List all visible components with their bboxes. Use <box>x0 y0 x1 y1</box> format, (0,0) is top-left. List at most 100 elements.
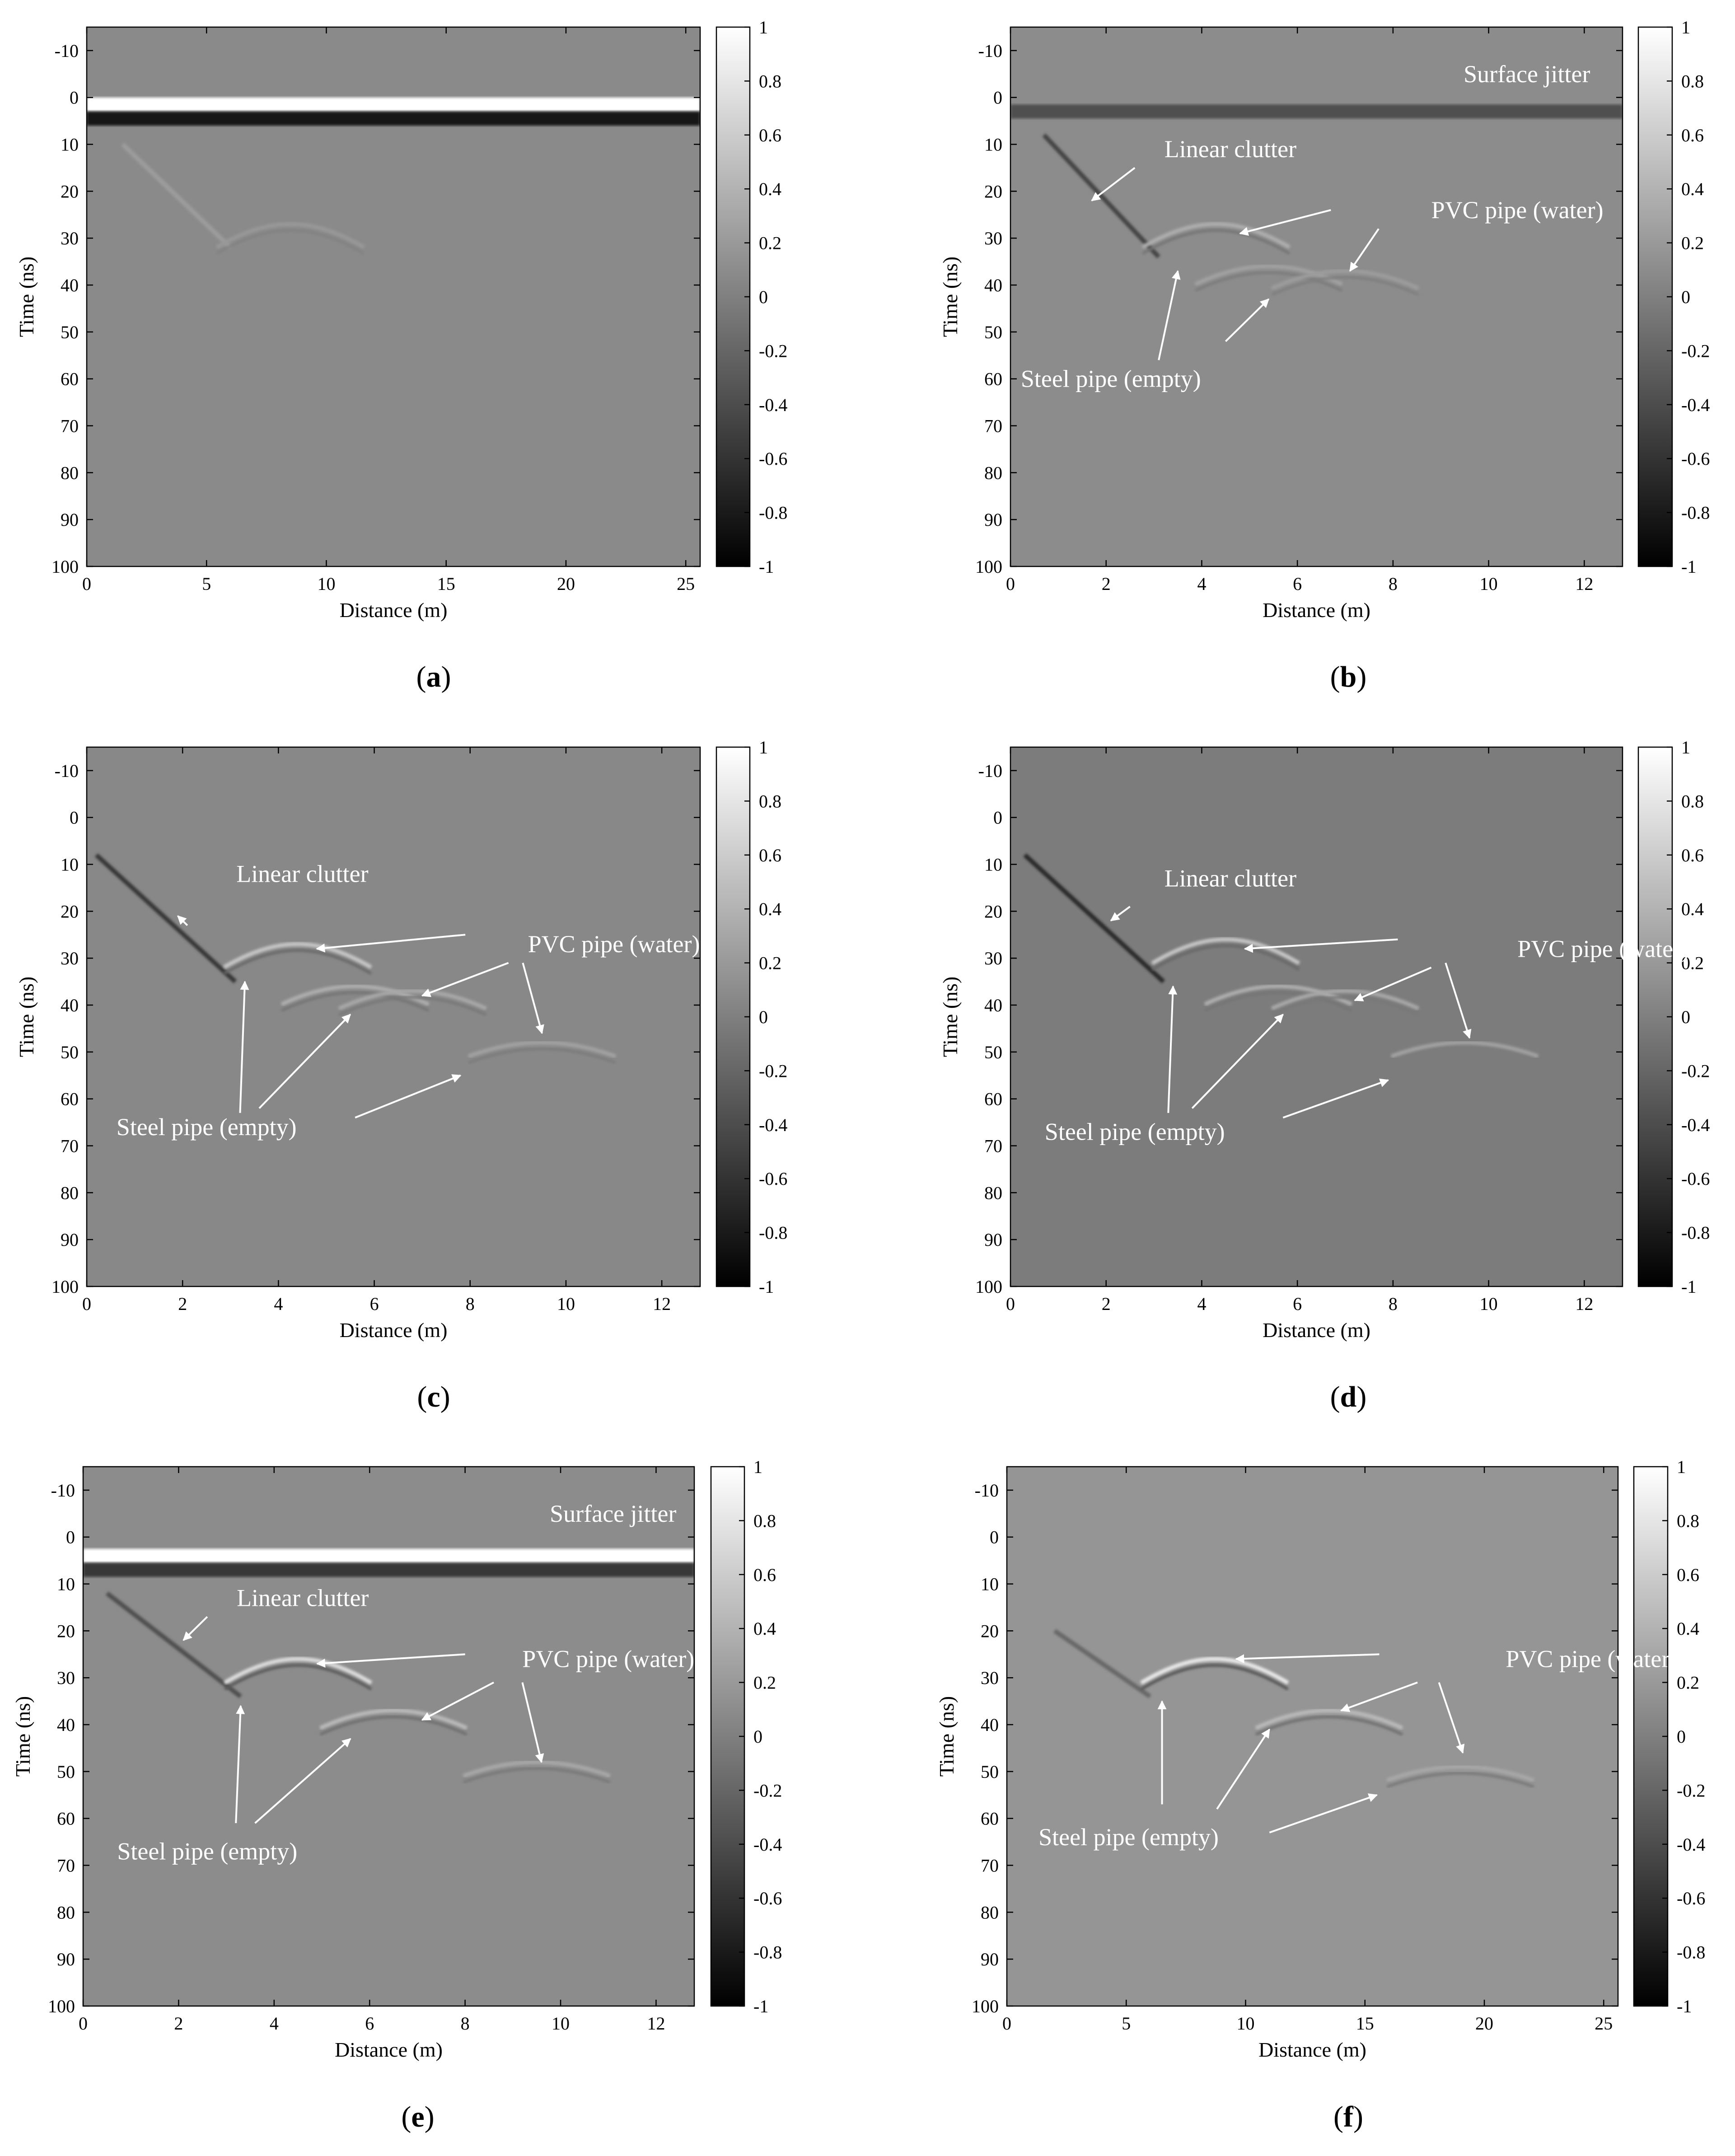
y-tick-label: 100 <box>48 1996 75 2016</box>
y-tick-label: 80 <box>981 1902 999 1922</box>
colorbar-tick-label: 0.8 <box>753 1511 776 1531</box>
annotation-label: Steel pipe (empty) <box>1045 1118 1225 1145</box>
annotation-label: Linear clutter <box>237 1585 369 1612</box>
pipe-hyperbola-trough <box>1204 991 1352 1012</box>
x-tick-label: 10 <box>317 574 335 594</box>
colorbar-tick-label: -0.4 <box>753 1834 782 1855</box>
reflection-band <box>87 111 700 126</box>
radargram-features <box>1010 104 1623 296</box>
x-tick-label: 8 <box>1389 574 1398 594</box>
pipe-hyperbola-trough <box>216 229 365 255</box>
colorbar-tick-label: 0.4 <box>1681 179 1704 199</box>
colorbar-tick-label: -0.4 <box>1681 1115 1710 1135</box>
x-tick-label: 20 <box>557 574 575 594</box>
y-tick-label: 80 <box>61 463 79 483</box>
x-tick-label: 25 <box>1595 2013 1613 2034</box>
colorbar-tick-label: 0 <box>1681 287 1690 307</box>
y-tick-label: 90 <box>981 1949 999 1969</box>
colorbar-tick-label: -1 <box>759 557 774 577</box>
colorbar-tick-label: -0.6 <box>1681 449 1710 469</box>
y-tick-label: 100 <box>975 1277 1002 1297</box>
x-tick-label: 6 <box>1293 1294 1302 1314</box>
linear-clutter-trace <box>1023 853 1165 983</box>
annotation-arrow <box>1349 228 1380 272</box>
annotation-label: Surface jitter <box>550 1500 676 1527</box>
radargram-features <box>1053 1629 1535 1788</box>
reflection-band <box>83 1548 694 1563</box>
colorbar-tick-label: -1 <box>1677 1996 1692 2016</box>
annotation-label: PVC pipe (water) <box>1431 196 1604 224</box>
x-tick-label: 2 <box>178 1294 187 1314</box>
annotation-arrow <box>1354 967 1432 1001</box>
y-tick-label: 90 <box>57 1949 75 1969</box>
colorbar-tick-label: -0.8 <box>1677 1942 1705 1963</box>
y-tick-label: 80 <box>984 463 1002 483</box>
y-tick-label: 40 <box>981 1715 999 1735</box>
y-tick-label: 40 <box>57 1715 75 1735</box>
y-tick-label: 70 <box>981 1856 999 1876</box>
y-tick-label: 40 <box>984 995 1002 1015</box>
colorbar-tick-label: 0.8 <box>759 71 781 91</box>
y-axis-label: Time (ns) <box>939 257 962 337</box>
colorbar-tick-label: -1 <box>1681 557 1696 577</box>
pipe-hyperbola <box>319 1708 468 1730</box>
colorbar-tick-label: -0.6 <box>759 1169 787 1189</box>
pipe-hyperbola-trough <box>1391 1048 1539 1064</box>
colorbar-tick-label: 0.6 <box>1677 1565 1699 1585</box>
pipe-hyperbola-trough <box>1255 1715 1403 1736</box>
colorbar-tick-label: 1 <box>759 17 768 37</box>
pipe-hyperbola-trough <box>1271 276 1419 296</box>
radargram-features <box>1023 853 1539 1064</box>
annotation-arrow <box>316 1653 465 1668</box>
colorbar: 1 0.8 0.6 0.4 0.2 0 -0.2 -0.4 -0.6 -0.8 -1 <box>1637 17 1710 577</box>
colorbar-gradient <box>1637 26 1673 567</box>
colorbar-tick-label: 0.6 <box>1681 125 1704 145</box>
colorbar-tick-label: 0 <box>759 287 768 307</box>
linear-clutter-trace <box>121 142 232 249</box>
x-tick-label: 0 <box>82 574 91 594</box>
colorbar-tick-label: -1 <box>759 1277 774 1297</box>
colorbar-tick-label: -0.4 <box>1681 395 1710 415</box>
y-tick-label: 0 <box>66 1527 75 1548</box>
y-tick-label: 50 <box>981 1762 999 1782</box>
annotation-arrow <box>258 1014 351 1109</box>
annotation-arrow <box>316 934 466 953</box>
y-axis-label: Time (ns) <box>15 977 38 1057</box>
annotation-arrow <box>1191 1014 1284 1109</box>
colorbar-gradient <box>716 26 751 567</box>
annotation-label: PVC pipe (water) <box>528 931 700 958</box>
colorbar-tick-label: -0.2 <box>1681 341 1710 361</box>
y-tick-label: 80 <box>61 1183 79 1203</box>
y-tick-label: 50 <box>57 1762 75 1782</box>
pipe-hyperbola-trough <box>338 996 487 1016</box>
x-axis-label: Distance (m) <box>335 2038 443 2061</box>
x-tick-label: 10 <box>1237 2013 1255 2034</box>
colorbar-tick-label: -0.2 <box>759 1061 787 1081</box>
colorbar: 1 0.8 0.6 0.4 0.2 0 -0.2 -0.4 -0.6 -0.8 -1 <box>716 17 787 577</box>
y-tick-label: 50 <box>61 1042 79 1062</box>
reflection-band <box>1010 104 1623 119</box>
annotation-arrow <box>1239 209 1331 236</box>
colorbar-tick-label: -0.6 <box>1677 1888 1705 1908</box>
annotation-arrow <box>522 963 544 1034</box>
y-tick-label: 70 <box>57 1856 75 1876</box>
y-axis-label: Time (ns) <box>11 1696 34 1777</box>
colorbar-tick-label: -0.6 <box>759 449 787 469</box>
y-axis-label: Time (ns) <box>15 257 38 337</box>
colorbar-tick-label: 1 <box>1677 1457 1686 1477</box>
annotation-arrow <box>1216 1728 1271 1810</box>
x-tick-label: 8 <box>461 2013 470 2034</box>
y-tick-label: 60 <box>984 369 1002 389</box>
colorbar-tick-label: -0.6 <box>1681 1169 1710 1189</box>
y-tick-label: 10 <box>981 1574 999 1595</box>
x-tick-label: 10 <box>1480 574 1498 594</box>
y-axis-label: Time (ns) <box>935 1696 958 1777</box>
annotation-arrow <box>1110 906 1131 921</box>
y-tick-label: 30 <box>61 948 79 968</box>
colorbar-tick-label: 0 <box>753 1726 762 1747</box>
colorbar-tick-label: -0.2 <box>1681 1061 1710 1081</box>
annotation-arrow <box>1225 298 1270 342</box>
colorbar-tick-label: 0 <box>1677 1726 1686 1747</box>
colorbar-tick-label: -0.4 <box>759 1115 787 1135</box>
